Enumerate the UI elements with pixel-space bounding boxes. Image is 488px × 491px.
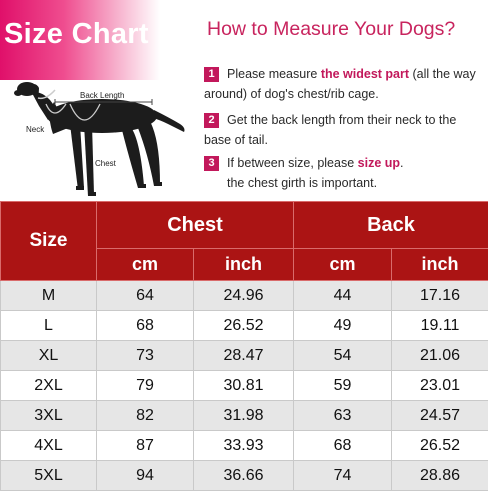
size-cell: L (1, 311, 97, 341)
size-chart-banner: Size Chart (0, 0, 160, 80)
back-inch-header: inch (392, 249, 488, 281)
back-inch-cell: 23.01 (392, 371, 488, 401)
step-number-badge: 1 (204, 67, 219, 82)
back-group-header: Back (294, 202, 488, 249)
dog-measurement-diagram: Back Length Neck Chest (10, 78, 190, 206)
step-emphasis: size up (358, 156, 400, 170)
back-inch-cell: 21.06 (392, 341, 488, 371)
step-text: Please measure (227, 67, 321, 81)
back-inch-cell: 26.52 (392, 431, 488, 461)
banner-title: Size Chart (4, 18, 149, 51)
chest-cm-cell: 87 (97, 431, 194, 461)
step-text-end: . (400, 156, 403, 170)
chest-inch-cell: 24.96 (194, 281, 294, 311)
size-cell: 4XL (1, 431, 97, 461)
back-inch-cell: 28.86 (392, 461, 488, 491)
chest-inch-header: inch (194, 249, 294, 281)
chest-inch-cell: 30.81 (194, 371, 294, 401)
back-inch-cell: 17.16 (392, 281, 488, 311)
back-cm-cell: 49 (294, 311, 392, 341)
table-header-row: Size Chest Back (1, 202, 488, 249)
back-cm-cell: 74 (294, 461, 392, 491)
back-cm-header: cm (294, 249, 392, 281)
chest-cm-cell: 64 (97, 281, 194, 311)
chest-cm-cell: 68 (97, 311, 194, 341)
back-cm-cell: 44 (294, 281, 392, 311)
chest-inch-cell: 31.98 (194, 401, 294, 431)
size-cell: M (1, 281, 97, 311)
back-inch-cell: 19.11 (392, 311, 488, 341)
size-cell: 2XL (1, 371, 97, 401)
step-text-line2: the chest girth is important. (227, 176, 377, 190)
back-cm-cell: 59 (294, 371, 392, 401)
chest-cm-cell: 73 (97, 341, 194, 371)
size-cell: 5XL (1, 461, 97, 491)
step-number-badge: 2 (204, 113, 219, 128)
size-cell: 3XL (1, 401, 97, 431)
chest-cm-header: cm (97, 249, 194, 281)
chest-inch-cell: 28.47 (194, 341, 294, 371)
back-cm-cell: 68 (294, 431, 392, 461)
back-cm-cell: 63 (294, 401, 392, 431)
step-emphasis: the widest part (321, 67, 409, 81)
chest-label: Chest (95, 159, 116, 168)
size-column-header: Size (1, 202, 97, 281)
step-text: If between size, please (227, 156, 358, 170)
guide-title: How to Measure Your Dogs? (207, 18, 455, 41)
chest-inch-cell: 26.52 (194, 311, 294, 341)
size-cell: XL (1, 341, 97, 371)
step-text: Get the back length from their neck to t… (204, 113, 456, 147)
chest-cm-cell: 94 (97, 461, 194, 491)
step-number-badge: 3 (204, 156, 219, 171)
chest-inch-cell: 33.93 (194, 431, 294, 461)
guide-step-3: 3 If between size, please size up. the che… (204, 153, 486, 193)
back-inch-cell: 24.57 (392, 401, 488, 431)
back-cm-cell: 54 (294, 341, 392, 371)
chest-cm-cell: 79 (97, 371, 194, 401)
chest-cm-cell: 82 (97, 401, 194, 431)
chest-inch-cell: 36.66 (194, 461, 294, 491)
back-length-label: Back Length (80, 91, 124, 100)
neck-label: Neck (26, 125, 44, 134)
chest-group-header: Chest (97, 202, 294, 249)
